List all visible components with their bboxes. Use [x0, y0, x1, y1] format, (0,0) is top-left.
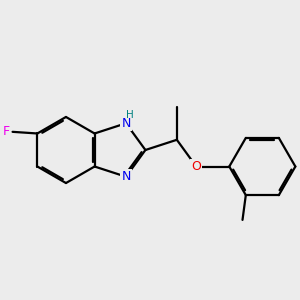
Text: F: F — [3, 125, 10, 138]
Text: H: H — [126, 110, 134, 120]
Text: N: N — [121, 170, 131, 183]
Text: N: N — [121, 117, 131, 130]
Text: O: O — [191, 160, 201, 173]
